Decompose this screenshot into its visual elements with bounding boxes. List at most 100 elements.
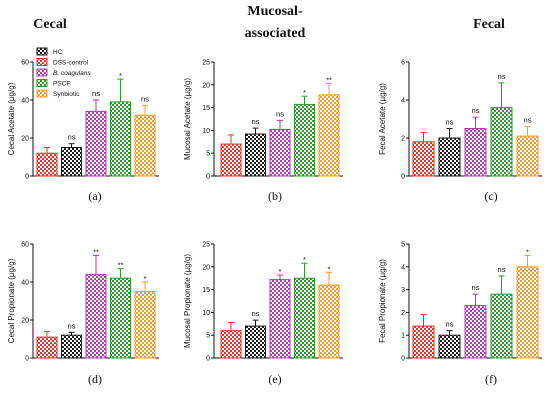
y-tick-label: 40 xyxy=(21,98,29,105)
significance-label: ns xyxy=(498,72,506,81)
bar-b-coagulans xyxy=(464,128,487,177)
panel-f: 0 1 2 3 4 5 Fecal Propionate (µg/g) ns ns ns * (f) xyxy=(378,242,542,386)
y-tick-label: 20 xyxy=(202,264,210,271)
legend-swatch xyxy=(36,58,48,66)
legend-swatch xyxy=(36,79,48,87)
legend-label: B. coagulans xyxy=(53,70,91,77)
y-tick-label: 4 xyxy=(401,264,405,271)
bar-dss-control xyxy=(36,336,58,359)
bar-hc xyxy=(438,334,461,359)
legend-swatch xyxy=(36,47,48,56)
significance-label: ** xyxy=(118,261,124,270)
y-tick-label: 1 xyxy=(401,333,405,340)
significance-label: ** xyxy=(93,247,99,256)
legend: HC DSS-control B. coagulans PSCF Synbiotic xyxy=(36,47,91,98)
panel-e: 0 5 10 15 20 25 Mucosal Propionate (µg/g) ns * * *… xyxy=(183,242,343,386)
y-tick-label: 5 xyxy=(401,242,405,249)
legend-label: Synbiotic xyxy=(53,91,80,98)
bar-pscf xyxy=(294,103,315,177)
bar-hc xyxy=(61,334,82,359)
significance-label: ns xyxy=(446,320,454,329)
bar-dss-control xyxy=(36,152,58,177)
bar-synbiotic xyxy=(134,291,156,359)
y-tick-label: 15 xyxy=(202,105,210,112)
y-tick-label: 20 xyxy=(202,82,210,89)
y-tick-label: 6 xyxy=(401,60,405,67)
y-tick-label: 2 xyxy=(401,310,405,317)
significance-label: ns xyxy=(472,106,480,115)
significance-label: * xyxy=(328,264,331,273)
y-tick-label: 60 xyxy=(21,60,29,67)
bar-pscf xyxy=(110,101,131,177)
significance-label: ns xyxy=(68,321,76,330)
significance-label: ns xyxy=(276,109,284,118)
title-mucosal-line2: associated xyxy=(245,26,306,41)
y-tick-label: 25 xyxy=(202,242,210,249)
bar-dss-control xyxy=(220,143,242,177)
y-tick-label: 25 xyxy=(202,60,210,67)
bar-hc xyxy=(245,325,266,359)
legend-label: PSCF xyxy=(53,81,70,88)
bar-pscf xyxy=(490,293,513,359)
y-tick-label: 15 xyxy=(202,287,210,294)
significance-label: ns xyxy=(141,95,149,104)
significance-label: * xyxy=(303,88,306,97)
title-fecal: Fecal xyxy=(473,17,505,32)
bar-hc xyxy=(438,137,461,177)
y-tick-label: 0 xyxy=(25,174,29,181)
panel-a: 0 20 40 60 Cecal Acetate (µg/g) ns ns * ns (a) xyxy=(7,60,159,203)
y-tick-label: 20 xyxy=(21,136,29,143)
bar-synbiotic xyxy=(134,114,156,177)
y-axis-label: Mucosal Propionate (µg/g) xyxy=(183,254,192,348)
significance-label: ns xyxy=(92,89,100,98)
bar-pscf xyxy=(110,277,131,359)
bar-synbiotic xyxy=(318,284,340,359)
y-tick-label: 5 xyxy=(206,151,210,158)
significance-label: * xyxy=(279,267,282,276)
significance-label: ns xyxy=(68,133,76,142)
significance-label: * xyxy=(144,274,147,283)
bar-synbiotic xyxy=(516,135,539,177)
significance-label: ns xyxy=(498,265,506,274)
y-tick-label: 0 xyxy=(401,174,405,181)
panel-label: (a) xyxy=(88,189,101,203)
significance-label: ns xyxy=(252,309,260,318)
bar-synbiotic xyxy=(516,266,539,359)
y-axis-label: Fecal Acetate (µg/g) xyxy=(378,83,387,155)
panel-label: (b) xyxy=(268,189,282,203)
bar-b-coagulans xyxy=(464,305,487,359)
panel-label: (d) xyxy=(88,372,102,386)
significance-label: * xyxy=(303,255,306,264)
panel-label: (f) xyxy=(485,372,497,386)
legend-swatch xyxy=(36,89,48,98)
y-axis-label: Mucosal Acetate (µg/g) xyxy=(183,78,192,160)
bar-b-coagulans xyxy=(269,279,291,359)
bar-hc xyxy=(245,133,266,177)
y-axis-label: Cecal Propionate (µg/g) xyxy=(7,258,16,343)
significance-label: ** xyxy=(326,75,332,84)
y-tick-label: 10 xyxy=(202,128,210,135)
y-axis-label: Fecal Propionate (µg/g) xyxy=(378,259,387,343)
legend-label: DSS-control xyxy=(53,60,89,67)
y-tick-label: 20 xyxy=(21,318,29,325)
bar-b-coagulans xyxy=(85,273,107,359)
title-mucosal-line1: Mucosal- xyxy=(247,4,303,19)
panel-c: 0 2 4 6 Fecal Acetate (µg/g) ns ns ns ns (c) xyxy=(378,60,542,203)
significance-label: ns xyxy=(524,116,532,125)
bar-b-coagulans xyxy=(85,110,107,177)
significance-label: ns xyxy=(252,117,260,126)
y-tick-label: 2 xyxy=(401,136,405,143)
y-tick-label: 0 xyxy=(25,356,29,363)
y-tick-label: 40 xyxy=(21,280,29,287)
legend-swatch xyxy=(36,68,48,77)
bar-dss-control xyxy=(220,330,242,359)
bar-dss-control xyxy=(412,325,435,359)
bar-dss-control xyxy=(412,141,435,177)
y-tick-label: 4 xyxy=(401,98,405,105)
significance-label: ns xyxy=(446,118,454,127)
y-tick-label: 5 xyxy=(206,333,210,340)
title-cecal: Cecal xyxy=(33,17,67,32)
y-axis-label: Cecal Acetate (µg/g) xyxy=(7,82,16,155)
bar-hc xyxy=(61,147,82,177)
